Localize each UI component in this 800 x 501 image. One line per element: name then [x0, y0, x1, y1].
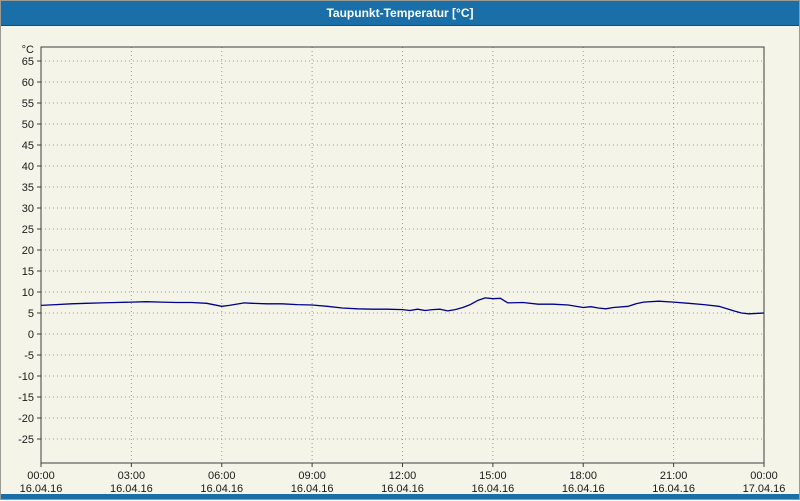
y-tick-label: 0 — [28, 329, 34, 341]
y-axis-unit-label: °C — [22, 44, 34, 56]
x-tick-time-label: 03:00 — [118, 470, 146, 482]
x-tick-time-label: 21:00 — [660, 470, 688, 482]
y-tick-label: 60 — [22, 77, 34, 89]
x-tick-time-label: 12:00 — [389, 470, 417, 482]
y-tick-label: 45 — [22, 140, 34, 152]
x-tick-date-label: 16.04.16 — [652, 483, 695, 495]
y-tick-label: -20 — [18, 413, 34, 425]
chart-canvas: 65605550454035302520151050-5-10-15-20-25… — [18, 44, 786, 495]
x-tick-time-label: 15:00 — [479, 470, 507, 482]
chart-title: Taupunkt-Temperatur [°C] — [326, 6, 474, 20]
bottom-accent-bar — [1, 494, 799, 499]
x-tick-time-label: 00:00 — [750, 470, 778, 482]
y-tick-label: 40 — [22, 161, 34, 173]
title-bar: Taupunkt-Temperatur [°C] — [1, 1, 799, 26]
x-tick-date-label: 16.04.16 — [291, 483, 334, 495]
y-tick-label: 15 — [22, 266, 34, 278]
x-tick-date-label: 16.04.16 — [200, 483, 243, 495]
y-tick-label: -25 — [18, 434, 34, 446]
plot-frame — [40, 46, 765, 464]
x-tick-time-label: 00:00 — [27, 470, 55, 482]
y-tick-label: 25 — [22, 224, 34, 236]
y-tick-label: 65 — [22, 56, 34, 68]
x-tick-date-label: 16.04.16 — [110, 483, 153, 495]
y-tick-label: 55 — [22, 98, 34, 110]
x-tick-time-label: 06:00 — [208, 470, 236, 482]
x-tick-time-label: 09:00 — [298, 470, 326, 482]
x-tick-date-label: 16.04.16 — [471, 483, 514, 495]
y-tick-label: -5 — [24, 350, 34, 362]
y-tick-label: 30 — [22, 203, 34, 215]
x-tick-date-label: 16.04.16 — [381, 483, 424, 495]
x-tick-date-label: 16.04.16 — [562, 483, 605, 495]
x-tick-date-label: 17.04.16 — [743, 483, 786, 495]
x-tick-date-label: 16.04.16 — [20, 483, 63, 495]
y-tick-label: 35 — [22, 182, 34, 194]
y-tick-label: -15 — [18, 392, 34, 404]
dewpoint-temperature-line — [40, 297, 765, 315]
y-tick-label: 5 — [28, 308, 34, 320]
y-tick-label: -10 — [18, 371, 34, 383]
y-tick-label: 20 — [22, 245, 34, 257]
y-tick-label: 10 — [22, 287, 34, 299]
x-tick-time-label: 18:00 — [569, 470, 597, 482]
y-tick-label: 50 — [22, 119, 34, 131]
